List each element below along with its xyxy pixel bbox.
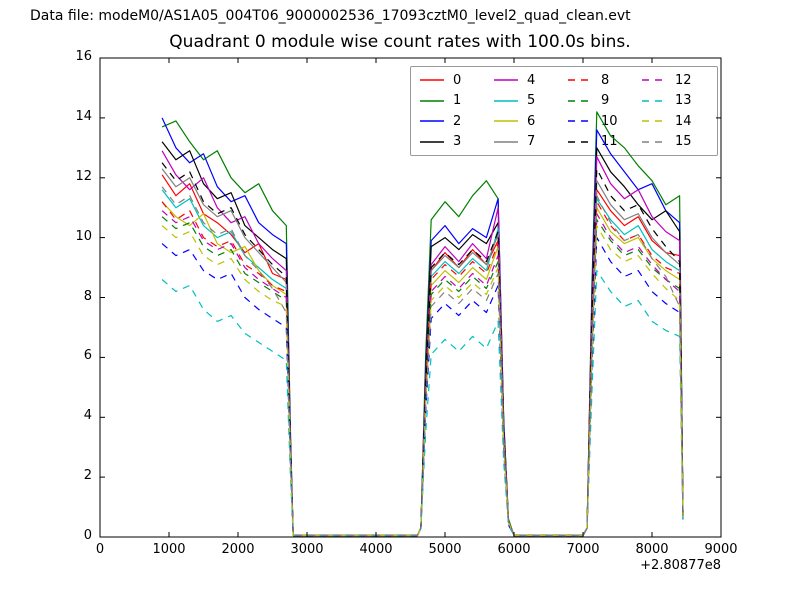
legend-line-sample-13: [642, 100, 666, 102]
legend-label: 5: [527, 93, 536, 109]
series-line-3: [161, 141, 684, 537]
legend-label: 7: [527, 134, 536, 150]
legend-item-14: 14: [641, 112, 715, 130]
series-line-12: [161, 210, 684, 537]
legend-line-sample-9: [568, 100, 592, 102]
legend-line-sample-3: [420, 140, 444, 143]
legend-label: 13: [675, 93, 692, 109]
legend-label: 8: [601, 72, 610, 88]
chart-title: Quadrant 0 module wise count rates with …: [169, 32, 631, 52]
series-line-10: [161, 237, 684, 537]
legend-line-sample-11: [568, 140, 592, 143]
datafile-label: Data file: modeM0/AS1A05_004T06_90000025…: [30, 8, 631, 24]
legend-item-1: 1: [419, 92, 493, 110]
legend-item-9: 9: [567, 92, 641, 110]
legend-item-10: 10: [567, 112, 641, 130]
legend-label: 15: [675, 134, 692, 150]
legend-item-13: 13: [641, 92, 715, 110]
legend-label: 1: [453, 93, 462, 109]
legend-line-sample-10: [568, 120, 592, 122]
legend-label: 14: [675, 113, 692, 129]
series-line-1: [161, 111, 684, 537]
legend-item-6: 6: [493, 112, 567, 130]
legend-line-sample-7: [494, 140, 518, 143]
legend-label: 0: [453, 72, 462, 88]
series-line-2: [161, 117, 684, 537]
legend-item-5: 5: [493, 92, 567, 110]
series-line-13: [161, 270, 684, 537]
legend-line-sample-15: [642, 140, 666, 143]
series-line-7: [161, 168, 684, 537]
legend-label: 9: [601, 93, 610, 109]
legend-label: 2: [453, 113, 462, 129]
legend-item-2: 2: [419, 112, 493, 130]
legend-label: 6: [527, 113, 536, 129]
legend-label: 10: [601, 113, 618, 129]
series-line-6: [161, 201, 684, 537]
series-line-14: [161, 225, 684, 537]
legend-item-0: 0: [419, 71, 493, 89]
series-line-15: [161, 186, 684, 537]
legend-line-sample-6: [494, 120, 518, 122]
legend-line-sample-12: [642, 79, 666, 82]
legend-line-sample-14: [642, 120, 666, 122]
legend-item-12: 12: [641, 71, 715, 89]
legend-line-sample-5: [494, 100, 518, 102]
legend-item-3: 3: [419, 133, 493, 151]
legend-item-7: 7: [493, 133, 567, 151]
legend-line-sample-8: [568, 79, 592, 82]
legend-label: 3: [453, 134, 462, 150]
legend-item-8: 8: [567, 71, 641, 89]
x-axis-offset-label: +2.80877e8: [640, 558, 721, 573]
legend-label: 12: [675, 72, 692, 88]
series-line-9: [161, 216, 684, 537]
legend-line-sample-2: [420, 120, 444, 122]
legend-line-sample-0: [420, 79, 444, 82]
legend-label: 4: [527, 72, 536, 88]
legend-item-15: 15: [641, 133, 715, 151]
legend-item-4: 4: [493, 71, 567, 89]
legend-line-sample-1: [420, 100, 444, 102]
legend: 0 4 8 12 1 5 9 13 2 6 10 14 3 7 11 15: [410, 66, 718, 156]
legend-line-sample-4: [494, 79, 518, 82]
series-line-8: [161, 201, 684, 537]
series-line-11: [161, 162, 684, 537]
series-line-4: [161, 150, 684, 537]
axes-frame: [99, 57, 722, 538]
